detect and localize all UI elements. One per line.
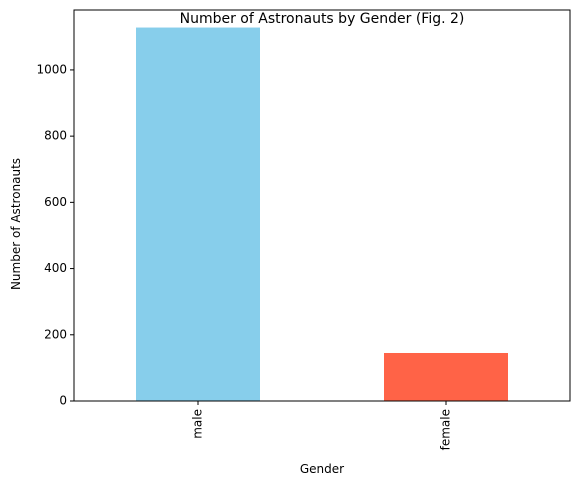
bars-group [136, 27, 508, 401]
x-tick-label-female: female [439, 409, 453, 450]
y-axis-ticks: 0 200 400 600 800 1000 [36, 62, 74, 408]
chart-title: Number of Astronauts by Gender (Fig. 2) [180, 11, 465, 27]
y-tick-label-400: 400 [44, 261, 67, 275]
x-tick-label-male: male [191, 409, 205, 439]
bar-male [136, 27, 260, 401]
y-tick-label-600: 600 [44, 195, 67, 209]
y-tick-label-200: 200 [44, 327, 67, 341]
plot-frame [73, 9, 571, 402]
x-axis-label: Gender [300, 462, 344, 476]
y-tick-label-0: 0 [59, 394, 67, 408]
x-axis-ticks: male female [191, 401, 453, 450]
y-tick-label-1000: 1000 [36, 62, 67, 76]
y-tick-label-800: 800 [44, 129, 67, 143]
y-axis-label: Number of Astronauts [9, 158, 23, 290]
bar-female [384, 352, 508, 401]
